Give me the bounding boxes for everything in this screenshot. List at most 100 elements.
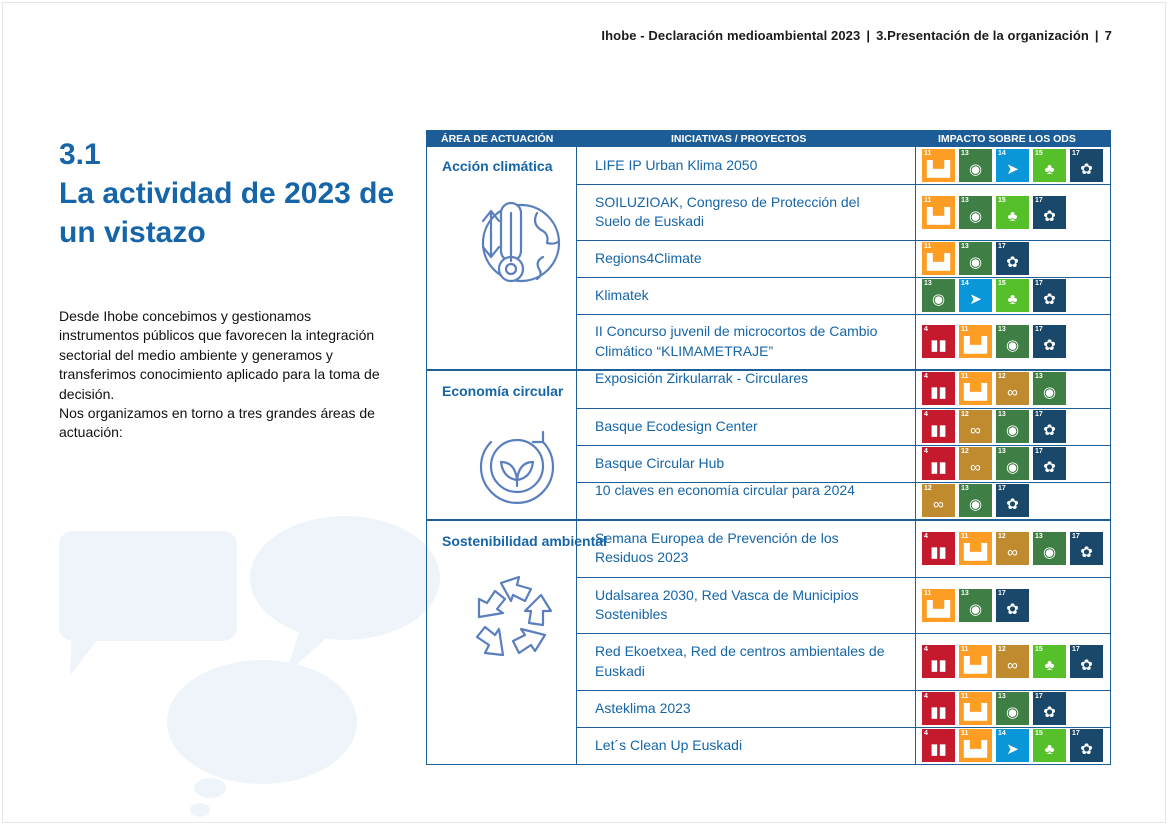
column-header-initiatives: INICIATIVAS / PROYECTOS bbox=[671, 133, 807, 145]
sdg-4-icon: 4 ▮▮ bbox=[922, 447, 955, 480]
sdg-12-icon: 12 ∞ bbox=[959, 447, 992, 480]
row-divider bbox=[576, 408, 1110, 409]
page-number: 7 bbox=[1104, 28, 1112, 43]
sdg-4-icon: 4 ▮▮ bbox=[922, 729, 955, 762]
project-name: Let´s Clean Up Euskadi bbox=[595, 736, 743, 753]
column-header-area: ÁREA DE ACTUACIÓN bbox=[441, 133, 554, 145]
area-divider bbox=[427, 519, 1110, 521]
row-divider bbox=[576, 277, 1110, 278]
sdg-17-icon: 17 ✿ bbox=[1070, 149, 1103, 182]
sdg-11-icon: 11 ▙▟ bbox=[959, 372, 992, 405]
sdg-12-icon: 12 ∞ bbox=[959, 410, 992, 443]
leaves-cycle-icon bbox=[479, 430, 555, 504]
sdg-11-icon: 11 ▙▟ bbox=[959, 692, 992, 725]
sdg-15-icon: 15 ♣ bbox=[996, 195, 1029, 229]
sdg-11-icon: 11 ▙▟ bbox=[959, 531, 992, 565]
sdg-13-icon: 13 ◉ bbox=[1033, 531, 1066, 565]
sdg-icons-group: 4 ▮▮ 11 ▙▟ 13 ◉ 17 ✿ bbox=[922, 325, 1066, 358]
sdg-17-icon: 17 ✿ bbox=[1033, 692, 1066, 725]
sdg-13-icon: 13 ◉ bbox=[996, 325, 1029, 358]
header-separator: | bbox=[1094, 28, 1099, 43]
row-divider bbox=[576, 482, 1110, 483]
activities-table: ÁREA DE ACTUACIÓN INICIATIVAS / PROYECTO… bbox=[426, 130, 1111, 765]
sdg-12-icon: 12 ∞ bbox=[996, 645, 1029, 678]
sdg-12-icon: 12 ∞ bbox=[922, 484, 955, 517]
sdg-icons-group: 4 ▮▮ 11 ▙▟ 12 ∞ 13 ◉ 17 ✿ bbox=[922, 531, 1103, 565]
sdg-icons-group: 12 ∞ 13 ◉ 17 ✿ bbox=[922, 484, 1029, 517]
row-divider bbox=[576, 240, 1110, 241]
header-separator: | bbox=[866, 28, 871, 43]
sdg-11-icon: 11 ▙▟ bbox=[922, 195, 955, 229]
sdg-icons-group: 4 ▮▮ 11 ▙▟ 14 ➤ 15 ♣ 17 ✿ bbox=[922, 729, 1103, 762]
project-name: Basque Circular Hub bbox=[595, 454, 725, 471]
sdg-17-icon: 17 ✿ bbox=[1033, 447, 1066, 480]
row-divider bbox=[576, 727, 1110, 728]
sdg-13-icon: 13 ◉ bbox=[1033, 372, 1066, 405]
row-divider bbox=[576, 314, 1110, 315]
sdg-13-icon: 13 ◉ bbox=[959, 484, 992, 517]
sdg-4-icon: 4 ▮▮ bbox=[922, 645, 955, 678]
sdg-13-icon: 13 ◉ bbox=[959, 588, 992, 622]
intro-paragraph: Desde Ihobe concebimos y gestionamos ins… bbox=[59, 308, 380, 402]
project-name: Udalsarea 2030, Red Vasca de Municipios … bbox=[595, 586, 859, 623]
sdg-4-icon: 4 ▮▮ bbox=[922, 531, 955, 565]
sdg-17-icon: 17 ✿ bbox=[1070, 531, 1103, 565]
area-label-accion-climatica: Acción climática bbox=[442, 158, 553, 174]
project-name: II Concurso juvenil de microcortos de Ca… bbox=[595, 323, 878, 359]
sdg-17-icon: 17 ✿ bbox=[1033, 325, 1066, 358]
column-header-impact: IMPACTO SOBRE LOS ODS bbox=[938, 133, 1076, 145]
sdg-11-icon: 11 ▙▟ bbox=[959, 325, 992, 358]
sdg-11-icon: 11 ▙▟ bbox=[922, 149, 955, 182]
sdg-13-icon: 13 ◉ bbox=[959, 195, 992, 229]
sdg-4-icon: 4 ▮▮ bbox=[922, 325, 955, 358]
sdg-icons-group: 13 ◉ 14 ➤ 15 ♣ 17 ✿ bbox=[922, 279, 1066, 312]
project-name: Basque Ecodesign Center bbox=[595, 417, 758, 434]
sdg-13-icon: 13 ◉ bbox=[959, 149, 992, 182]
sdg-icons-group: 11 ▙▟ 13 ◉ 17 ✿ bbox=[922, 588, 1029, 622]
header-doc-title: Ihobe - Declaración medioambiental 2023 bbox=[601, 28, 861, 43]
sdg-icons-group: 11 ▙▟ 13 ◉ 15 ♣ 17 ✿ bbox=[922, 195, 1066, 229]
sdg-14-icon: 14 ➤ bbox=[959, 279, 992, 312]
sdg-icons-group: 11 ▙▟ 13 ◉ 17 ✿ bbox=[922, 242, 1029, 275]
sdg-17-icon: 17 ✿ bbox=[996, 484, 1029, 517]
project-name: Klimatek bbox=[595, 286, 649, 303]
sdg-15-icon: 15 ♣ bbox=[996, 279, 1029, 312]
sdg-14-icon: 14 ➤ bbox=[996, 729, 1029, 762]
recycle-arrows-icon bbox=[475, 575, 553, 657]
sdg-13-icon: 13 ◉ bbox=[996, 692, 1029, 725]
sdg-14-icon: 14 ➤ bbox=[996, 149, 1029, 182]
sdg-17-icon: 17 ✿ bbox=[1033, 195, 1066, 229]
intro-text: Desde Ihobe concebimos y gestionamos ins… bbox=[59, 307, 389, 443]
sdg-15-icon: 15 ♣ bbox=[1033, 149, 1066, 182]
sdg-13-icon: 13 ◉ bbox=[959, 242, 992, 275]
sdg-icons-group: 4 ▮▮ 11 ▙▟ 12 ∞ 15 ♣ 17 ✿ bbox=[922, 645, 1103, 678]
sdg-13-icon: 13 ◉ bbox=[996, 447, 1029, 480]
sdg-17-icon: 17 ✿ bbox=[1033, 410, 1066, 443]
row-divider bbox=[576, 633, 1110, 634]
project-name: 10 claves en economía circular para 2024 bbox=[595, 482, 855, 498]
sdg-12-icon: 12 ∞ bbox=[996, 531, 1029, 565]
column-divider bbox=[915, 147, 916, 764]
sdg-icons-group: 11 ▙▟ 13 ◉ 14 ➤ 15 ♣ 17 ✿ bbox=[922, 149, 1103, 182]
sdg-icons-group: 4 ▮▮ 11 ▙▟ 12 ∞ 13 ◉ bbox=[922, 372, 1066, 405]
thermometer-globe-icon bbox=[481, 201, 561, 283]
header-section: 3.Presentación de la organización bbox=[876, 28, 1089, 43]
sdg-15-icon: 15 ♣ bbox=[1033, 729, 1066, 762]
sdg-11-icon: 11 ▙▟ bbox=[959, 729, 992, 762]
sdg-icons-group: 4 ▮▮ 11 ▙▟ 13 ◉ 17 ✿ bbox=[922, 692, 1066, 725]
area-label-sostenibilidad-ambiental: Sostenibilidad ambiental bbox=[442, 533, 607, 549]
area-divider bbox=[427, 369, 1110, 371]
sdg-4-icon: 4 ▮▮ bbox=[922, 372, 955, 405]
intro-paragraph: Nos organizamos en torno a tres grandes … bbox=[59, 405, 375, 441]
row-divider bbox=[576, 577, 1110, 578]
sdg-4-icon: 4 ▮▮ bbox=[922, 410, 955, 443]
sdg-15-icon: 15 ♣ bbox=[1033, 645, 1066, 678]
project-name: SOILUZIOAK, Congreso de Protección del S… bbox=[595, 193, 860, 230]
table-header: ÁREA DE ACTUACIÓN INICIATIVAS / PROYECTO… bbox=[427, 131, 1110, 147]
sdg-11-icon: 11 ▙▟ bbox=[959, 645, 992, 678]
sdg-icons-group: 4 ▮▮ 12 ∞ 13 ◉ 17 ✿ bbox=[922, 447, 1066, 480]
project-name: Red Ekoetxea, Red de centros ambientales… bbox=[595, 643, 885, 679]
